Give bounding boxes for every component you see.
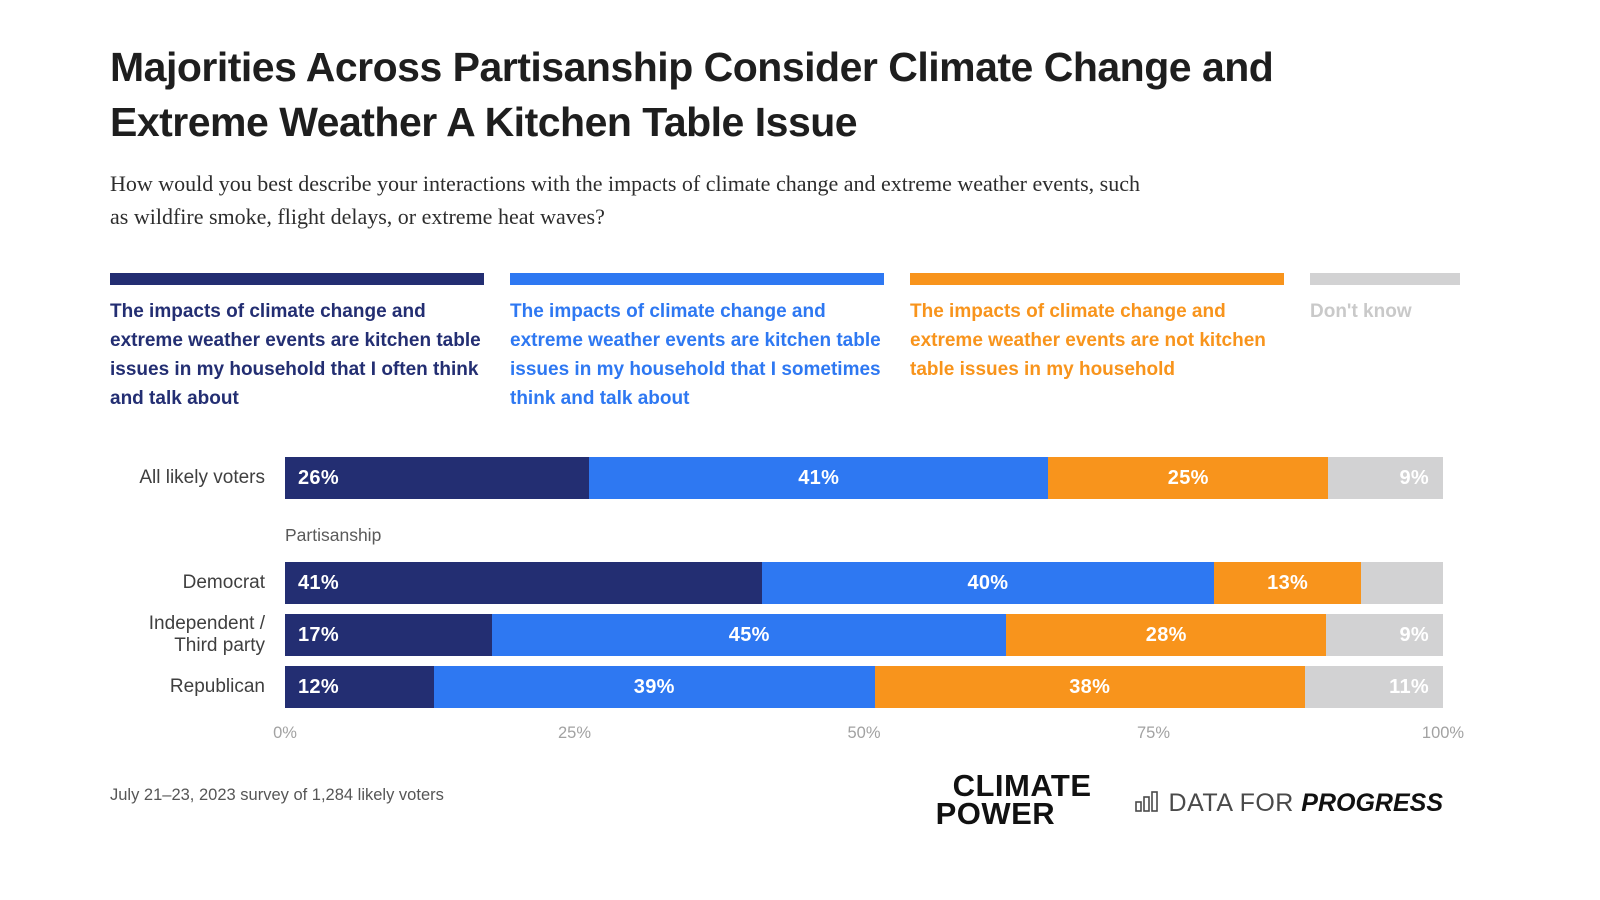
bar-value-label: 9% [1399, 466, 1430, 489]
content: Majorities Across Partisanship Consider … [110, 40, 1464, 831]
subtitle-line-1: How would you best describe your interac… [110, 171, 1141, 196]
chart-row: All likely voters 26% 41% 25% 9% [110, 457, 1444, 499]
bar-value-label: 45% [728, 623, 770, 646]
stacked-bar: 17% 45% 28% 9% [285, 614, 1443, 656]
bar-value-label: 41% [298, 571, 339, 594]
data-for-progress-logo: DATA FOR PROGRESS [1134, 788, 1443, 819]
bar-segment: 41% [589, 457, 1049, 499]
bar-segment: 41% [285, 562, 762, 604]
bar-value-label: 28% [1145, 623, 1187, 646]
chart-subtitle: How would you best describe your interac… [110, 167, 1443, 233]
bar-value-label: 26% [298, 466, 339, 489]
legend-swatch [110, 273, 484, 285]
row-label: Republican [169, 676, 265, 697]
row-label: Independent / Third party [148, 613, 265, 656]
title-line-1: Majorities Across Partisanship Consider … [110, 44, 1274, 90]
legend-item: Don't know [1310, 273, 1460, 413]
axis-tick: 100% [1421, 724, 1465, 742]
bar-segment: 26% [285, 457, 590, 499]
group-label: Partisanship [285, 525, 382, 545]
bar-segment: 11% [1304, 666, 1443, 708]
axis-tick: 75% [1136, 724, 1171, 742]
dfp-name: PROGRESS [1301, 788, 1443, 817]
bar-segment: 12% [285, 666, 434, 708]
subtitle-line-2: as wildfire smoke, flight delays, or ext… [110, 204, 605, 229]
stacked-bar-chart: All likely voters 26% 41% 25% 9% Partisanship… [110, 457, 1444, 708]
chart-row: Democrat 41% 40% 13% [110, 562, 1443, 604]
footer: July 21–23, 2023 survey of 1,284 likely … [110, 768, 1443, 831]
page-title: Majorities Across Partisanship Consider … [110, 40, 1443, 150]
bar-segment: 9% [1326, 614, 1443, 656]
bar-segment: 13% [1214, 562, 1362, 604]
legend-item: The impacts of climate change and extrem… [910, 273, 1284, 413]
legend-label: The impacts of climate change and extrem… [110, 301, 481, 409]
climate-power-line-1: CLIMATE [952, 768, 1092, 803]
bar-chart-icon [1134, 788, 1160, 819]
bar-segment: 40% [761, 562, 1215, 604]
bar-value-label: 38% [1069, 675, 1111, 698]
bar-value-label: 9% [1399, 623, 1429, 646]
axis-tick: 0% [273, 724, 297, 742]
bar-segment: 39% [433, 666, 875, 708]
stacked-bar: 12% 39% 38% 11% [285, 666, 1443, 708]
chart-row: Independent / Third party 17% 45% 28% 9% [110, 613, 1443, 657]
bar-value-label: 41% [798, 466, 840, 489]
bar-segment: 25% [1048, 457, 1329, 499]
dfp-wordmark: DATA FOR PROGRESS [1169, 789, 1443, 818]
legend-swatch [1310, 273, 1460, 285]
bar-value-label: 11% [1389, 675, 1429, 698]
title-line-2: Extreme Weather A Kitchen Table Issue [110, 99, 858, 145]
bar-segment: 28% [1006, 614, 1327, 656]
bar-value-label: 17% [298, 623, 339, 646]
x-axis: 0% 25% 50% 75% 100% [273, 724, 1464, 746]
climate-power-line-2: POWER [935, 796, 1056, 831]
stacked-bar: 41% 40% 13% [285, 562, 1443, 604]
stacked-bar: 26% 41% 25% 9% [285, 457, 1444, 499]
chart-row: Republican 12% 39% 38% 11% [110, 666, 1443, 708]
legend: The impacts of climate change and extrem… [110, 273, 1460, 413]
bar-value-label: 13% [1267, 571, 1309, 594]
dfp-prefix: DATA FOR [1168, 788, 1302, 817]
legend-label: Don't know [1310, 301, 1412, 322]
survey-note: July 21–23, 2023 survey of 1,284 likely … [110, 786, 444, 804]
bar-segment [1361, 562, 1443, 604]
legend-label: The impacts of climate change and extrem… [510, 301, 881, 409]
bar-value-label: 39% [633, 675, 675, 698]
row-label: All likely voters [139, 467, 265, 488]
legend-swatch [910, 273, 1284, 285]
climate-power-logo: CLIMATE POWER [935, 768, 1092, 831]
legend-item: The impacts of climate change and extrem… [510, 273, 884, 413]
bar-segment: 17% [285, 614, 493, 656]
legend-label: The impacts of climate change and extrem… [910, 301, 1266, 380]
axis-tick: 25% [557, 724, 592, 742]
bar-value-label: 40% [967, 571, 1009, 594]
bar-value-label: 25% [1167, 466, 1209, 489]
logos: CLIMATE POWER DATA FOR PROGRESS [935, 768, 1443, 831]
bar-segment: 38% [874, 666, 1305, 708]
bar-segment: 9% [1328, 457, 1444, 499]
legend-swatch [510, 273, 884, 285]
row-label: Democrat [182, 572, 265, 593]
axis-tick: 50% [847, 724, 881, 742]
bar-value-label: 12% [298, 675, 339, 698]
legend-item: The impacts of climate change and extrem… [110, 273, 484, 413]
bar-segment: 45% [492, 614, 1007, 656]
